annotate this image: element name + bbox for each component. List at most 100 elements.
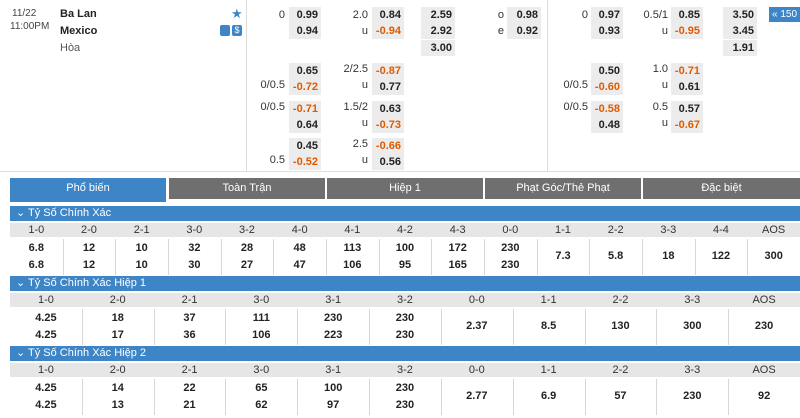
- score-odds-home[interactable]: 4.25: [35, 382, 57, 394]
- score-odds-home[interactable]: 14: [111, 382, 124, 394]
- ht-ou-under[interactable]: -0.95: [671, 23, 703, 39]
- score-odds-away[interactable]: 230: [395, 399, 415, 411]
- ft-extra-ou-odds[interactable]: -0.73: [372, 117, 404, 133]
- ft-even-val[interactable]: 0.92: [507, 23, 541, 39]
- score-odds-home[interactable]: 172: [448, 242, 467, 254]
- score-odds-away[interactable]: 106: [343, 259, 362, 271]
- score-odds-home[interactable]: 12: [82, 242, 96, 254]
- ft-ou-under[interactable]: -0.94: [372, 23, 404, 39]
- ft-extra-ou-odds[interactable]: 0.63: [372, 101, 404, 117]
- score-odds-away[interactable]: 13: [111, 399, 124, 411]
- stats-icon[interactable]: [220, 25, 230, 36]
- score-odds-away[interactable]: 230: [501, 259, 520, 271]
- ft-hdp-away[interactable]: 0.94: [289, 23, 321, 39]
- score-odds-home[interactable]: 100: [395, 242, 415, 254]
- ht-extra-hdp-odds[interactable]: 0.50: [591, 63, 623, 79]
- score-odds-away[interactable]: 12: [82, 259, 96, 271]
- score-odds-home[interactable]: 113: [343, 242, 362, 254]
- ht-extra-hdp-odds[interactable]: 0.48: [591, 117, 623, 133]
- more-bets-button[interactable]: « 150: [769, 7, 800, 22]
- score-odds-away[interactable]: 97: [327, 399, 340, 411]
- ft-extra-hdp-odds[interactable]: -0.52: [289, 154, 321, 170]
- score-odds-draw[interactable]: 6.9: [540, 390, 557, 402]
- ft-extra-ou-odds[interactable]: -0.87: [372, 63, 404, 79]
- score-odds-home[interactable]: 65: [255, 382, 268, 394]
- ht-1x2-home[interactable]: 3.50: [723, 7, 757, 23]
- score-odds-draw[interactable]: 2.77: [466, 390, 488, 402]
- score-odds-away[interactable]: 17: [111, 329, 124, 341]
- ft-1x2-draw[interactable]: 3.00: [421, 40, 455, 56]
- tab-pho-bien[interactable]: Phổ biến: [10, 178, 166, 199]
- score-odds-away[interactable]: 6.8: [28, 259, 44, 271]
- ft-hdp-home[interactable]: 0.99: [289, 7, 321, 23]
- ht-hdp-home[interactable]: 0.97: [591, 7, 623, 23]
- ht-extra-ou-odds[interactable]: 0.61: [671, 79, 703, 95]
- score-odds-home[interactable]: 230: [395, 312, 415, 324]
- away-team[interactable]: Mexico: [60, 25, 98, 37]
- score-odds-draw[interactable]: 92: [757, 390, 771, 402]
- score-odds-home[interactable]: 32: [188, 242, 201, 254]
- ft-extra-hdp-odds[interactable]: 0.65: [289, 63, 321, 79]
- score-odds-away[interactable]: 62: [255, 399, 268, 411]
- score-odds-draw[interactable]: 130: [611, 320, 630, 332]
- tab-toan-tran[interactable]: Toàn Trận: [169, 178, 325, 199]
- score-odds-away[interactable]: 27: [240, 259, 254, 271]
- ft-extra-ou-odds[interactable]: -0.66: [372, 138, 404, 154]
- tab-hiep-1[interactable]: Hiệp 1: [327, 178, 483, 199]
- score-odds-away[interactable]: 47: [293, 259, 306, 271]
- ft-extra-hdp-odds[interactable]: 0.64: [289, 117, 321, 133]
- ft-odd-val[interactable]: 0.98: [507, 7, 541, 23]
- score-odds-home[interactable]: 10: [135, 242, 148, 254]
- score-odds-draw[interactable]: 230: [683, 390, 702, 402]
- score-odds-away[interactable]: 106: [252, 329, 271, 341]
- ht-extra-ou-odds[interactable]: 0.57: [671, 101, 703, 117]
- tab-phat-goc[interactable]: Phạt Góc/Thẻ Phạt: [485, 178, 641, 199]
- ht-extra-hdp-odds[interactable]: -0.58: [591, 101, 623, 117]
- tab-dac-biet[interactable]: Đặc biệt: [643, 178, 800, 199]
- section-header-0[interactable]: ⌄ Tỷ Số Chính Xác: [10, 206, 800, 221]
- ft-extra-hdp-odds[interactable]: -0.71: [289, 101, 321, 117]
- score-odds-home[interactable]: 28: [240, 242, 254, 254]
- score-odds-draw[interactable]: 2.37: [466, 320, 488, 332]
- score-odds-away[interactable]: 21: [183, 399, 196, 411]
- score-odds-draw[interactable]: 5.8: [608, 250, 624, 262]
- home-team[interactable]: Ba Lan: [60, 8, 97, 20]
- score-odds-home[interactable]: 230: [395, 382, 415, 394]
- score-odds-draw[interactable]: 8.5: [540, 320, 557, 332]
- score-odds-away[interactable]: 10: [135, 259, 148, 271]
- score-odds-draw[interactable]: 7.3: [555, 250, 571, 262]
- score-odds-home[interactable]: 6.8: [28, 242, 44, 254]
- score-odds-away[interactable]: 4.25: [35, 399, 57, 411]
- ft-1x2-home[interactable]: 2.59: [421, 7, 455, 23]
- score-odds-draw[interactable]: 122: [711, 250, 731, 262]
- score-odds-away[interactable]: 30: [188, 259, 201, 271]
- score-odds-home[interactable]: 100: [323, 382, 343, 394]
- star-icon[interactable]: ★: [231, 6, 243, 21]
- score-odds-home[interactable]: 22: [183, 382, 196, 394]
- score-odds-away[interactable]: 230: [395, 329, 415, 341]
- score-odds-away[interactable]: 4.25: [35, 329, 57, 341]
- ft-1x2-away[interactable]: 2.92: [421, 23, 455, 39]
- section-header-1[interactable]: ⌄ Tỷ Số Chính Xác Hiệp 1: [10, 276, 800, 291]
- ht-extra-ou-odds[interactable]: -0.67: [671, 117, 703, 133]
- score-odds-away[interactable]: 165: [448, 259, 467, 271]
- ht-ou-over[interactable]: 0.85: [671, 7, 703, 23]
- section-header-2[interactable]: ⌄ Tỷ Số Chính Xác Hiệp 2: [10, 346, 800, 361]
- ht-hdp-away[interactable]: 0.93: [591, 23, 623, 39]
- score-odds-home[interactable]: 37: [183, 312, 196, 324]
- score-odds-home[interactable]: 230: [323, 312, 343, 324]
- ft-ou-over[interactable]: 0.84: [372, 7, 404, 23]
- score-odds-draw[interactable]: 18: [662, 250, 675, 262]
- score-odds-draw[interactable]: 300: [683, 320, 702, 332]
- score-odds-home[interactable]: 18: [111, 312, 124, 324]
- dollar-icon[interactable]: $: [232, 25, 242, 36]
- ft-extra-hdp-odds[interactable]: 0.45: [289, 138, 321, 154]
- score-odds-home[interactable]: 4.25: [35, 312, 57, 324]
- score-odds-draw[interactable]: 57: [614, 390, 627, 402]
- ht-extra-hdp-odds[interactable]: -0.60: [591, 79, 623, 95]
- ft-extra-ou-odds[interactable]: 0.77: [372, 79, 404, 95]
- score-odds-away[interactable]: 95: [398, 259, 412, 271]
- ht-extra-ou-odds[interactable]: -0.71: [671, 63, 703, 79]
- score-odds-draw[interactable]: 230: [754, 320, 774, 332]
- score-odds-draw[interactable]: 300: [764, 250, 783, 262]
